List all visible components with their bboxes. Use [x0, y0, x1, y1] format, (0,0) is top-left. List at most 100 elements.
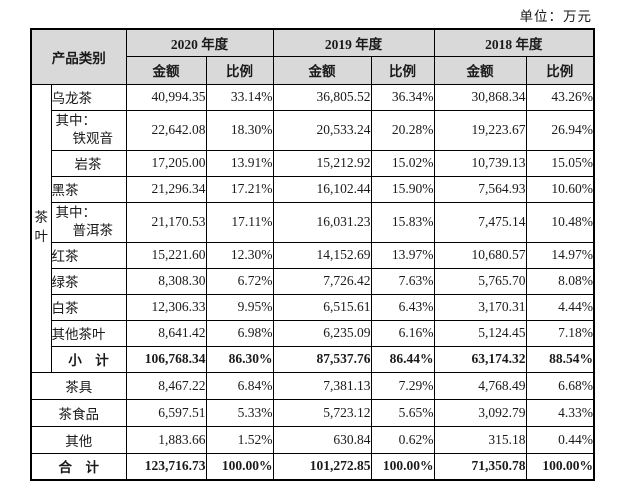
ratio-cell: 8.08% — [525, 267, 595, 295]
ratio-cell: 100.00% — [205, 452, 274, 481]
row-label-other-tea: 其他茶叶 — [50, 319, 127, 347]
amount-cell: 20,533.24 — [272, 109, 372, 151]
tea-group-label: 茶叶 — [34, 210, 49, 244]
amount-cell: 315.18 — [433, 425, 527, 454]
header-amount-2018: 金额 — [433, 55, 527, 85]
header-row-years: 产品类别 2020 年度 2019 年度 2018 年度 — [30, 28, 595, 85]
ratio-cell: 13.97% — [370, 241, 435, 269]
ratio-cell: 5.33% — [205, 398, 274, 427]
amount-cell: 123,716.73 — [125, 452, 207, 481]
table-row-other: 其他 1,883.66 1.52% 630.84 0.62% 315.18 0.… — [30, 425, 595, 454]
row-label-subtotal: 小 计 — [50, 345, 127, 373]
table-row-black-tea: 红茶 15,221.60 12.30% 14,152.69 13.97% 10,… — [31, 241, 595, 269]
table-row-other-tea: 其他茶叶 8,641.42 6.98% 6,235.09 6.16% 5,124… — [31, 319, 595, 347]
amount-cell: 40,994.35 — [125, 83, 207, 111]
table-row-tea-food: 茶食品 6,597.51 5.33% 5,723.12 5.65% 3,092.… — [30, 398, 595, 427]
amount-cell: 21,170.53 — [125, 201, 207, 243]
table-row-puer: 其中： 普洱茶 21,170.53 17.11% 16,031.23 15.83… — [31, 201, 595, 243]
ratio-cell: 6.43% — [370, 293, 435, 321]
ratio-cell: 15.90% — [370, 175, 435, 203]
ratio-cell: 100.00% — [525, 452, 595, 481]
ratio-cell: 10.48% — [525, 201, 595, 243]
row-label-line1: 其中： — [55, 204, 97, 220]
ratio-cell: 0.44% — [525, 425, 595, 454]
ratio-cell: 36.34% — [370, 83, 435, 111]
ratio-cell: 13.91% — [205, 149, 274, 177]
row-label-tea-sets: 茶具 — [30, 371, 127, 400]
header-ratio-2020: 比例 — [205, 55, 274, 85]
row-label-white-tea: 白茶 — [50, 293, 127, 321]
table-row-white-tea: 白茶 12,306.33 9.95% 6,515.61 6.43% 3,170.… — [31, 293, 595, 321]
amount-cell: 7,381.13 — [272, 371, 372, 400]
amount-cell: 21,296.34 — [125, 175, 207, 203]
amount-cell: 630.84 — [272, 425, 372, 454]
amount-cell: 22,642.08 — [125, 109, 207, 151]
row-label-black-tea: 红茶 — [50, 241, 127, 269]
ratio-cell: 15.05% — [525, 149, 595, 177]
amount-cell: 8,641.42 — [125, 319, 207, 347]
amount-cell: 6,597.51 — [125, 398, 207, 427]
amount-cell: 14,152.69 — [272, 241, 372, 269]
header-row-metrics: 金额 比例 金额 比例 金额 比例 — [31, 55, 595, 85]
amount-cell: 6,235.09 — [272, 319, 372, 347]
ratio-cell: 18.30% — [205, 109, 274, 151]
amount-cell: 30,868.34 — [433, 83, 527, 111]
ratio-cell: 4.33% — [525, 398, 595, 427]
ratio-cell: 33.14% — [205, 83, 274, 111]
table-row-subtotal: 小 计 106,768.34 86.30% 87,537.76 86.44% 6… — [31, 345, 595, 373]
ratio-cell: 15.02% — [370, 149, 435, 177]
amount-cell: 10,680.57 — [433, 241, 527, 269]
amount-cell: 63,174.32 — [433, 345, 527, 373]
table-row-green-tea: 绿茶 8,308.30 6.72% 7,726.42 7.63% 5,765.7… — [31, 267, 595, 295]
amount-cell: 3,170.31 — [433, 293, 527, 321]
table-header: 产品类别 2020 年度 2019 年度 2018 年度 金额 比例 金额 比例… — [30, 28, 595, 85]
amount-cell: 36,805.52 — [272, 83, 372, 111]
amount-cell: 7,475.14 — [433, 201, 527, 243]
amount-cell: 12,306.33 — [125, 293, 207, 321]
ratio-cell: 5.65% — [370, 398, 435, 427]
ratio-cell: 100.00% — [370, 452, 435, 481]
amount-cell: 7,564.93 — [433, 175, 527, 203]
amount-cell: 19,223.67 — [433, 109, 527, 151]
header-year-2019: 2019 年度 — [272, 28, 435, 57]
amount-cell: 7,726.42 — [272, 267, 372, 295]
ratio-cell: 0.62% — [370, 425, 435, 454]
amount-cell: 71,350.78 — [433, 452, 527, 481]
row-label-tea-food: 茶食品 — [30, 398, 127, 427]
amount-cell: 5,765.70 — [433, 267, 527, 295]
amount-cell: 101,272.85 — [272, 452, 372, 481]
amount-cell: 5,723.12 — [272, 398, 372, 427]
product-revenue-table: 产品类别 2020 年度 2019 年度 2018 年度 金额 比例 金额 比例… — [30, 28, 595, 481]
ratio-cell: 7.63% — [370, 267, 435, 295]
amount-cell: 87,537.76 — [272, 345, 372, 373]
header-amount-2019: 金额 — [272, 55, 372, 85]
table-row-rock-tea: 岩茶 17,205.00 13.91% 15,212.92 15.02% 10,… — [31, 149, 595, 177]
row-label-other: 其他 — [30, 425, 127, 454]
unit-note: 单位：万元 — [519, 9, 592, 24]
ratio-cell: 88.54% — [525, 345, 595, 373]
row-label-rock-tea: 岩茶 — [50, 149, 127, 177]
ratio-cell: 15.83% — [370, 201, 435, 243]
header-amount-2020: 金额 — [125, 55, 207, 85]
table-row-oolong: 茶叶 乌龙茶 40,994.35 33.14% 36,805.52 36.34%… — [30, 83, 595, 373]
ratio-cell: 1.52% — [205, 425, 274, 454]
row-label-green-tea: 绿茶 — [50, 267, 127, 295]
row-label-line2: 普洱茶 — [72, 223, 114, 238]
ratio-cell: 14.97% — [525, 241, 595, 269]
amount-cell: 16,102.44 — [272, 175, 372, 203]
amount-cell: 15,221.60 — [125, 241, 207, 269]
ratio-cell: 6.72% — [205, 267, 274, 295]
row-label-oolong: 乌龙茶 — [50, 83, 127, 111]
header-ratio-2019: 比例 — [370, 55, 435, 85]
ratio-cell: 6.68% — [525, 371, 595, 400]
amount-cell: 16,031.23 — [272, 201, 372, 243]
ratio-cell: 7.29% — [370, 371, 435, 400]
header-product-category: 产品类别 — [30, 28, 127, 85]
row-label-tieguanyin: 其中： 铁观音 — [50, 109, 127, 151]
row-label-puer: 其中： 普洱茶 — [50, 201, 127, 243]
ratio-cell: 10.60% — [525, 175, 595, 203]
table-row-dark-tea: 黑茶 21,296.34 17.21% 16,102.44 15.90% 7,5… — [31, 175, 595, 203]
table-row-total: 合 计 123,716.73 100.00% 101,272.85 100.00… — [30, 452, 595, 481]
amount-cell: 17,205.00 — [125, 149, 207, 177]
